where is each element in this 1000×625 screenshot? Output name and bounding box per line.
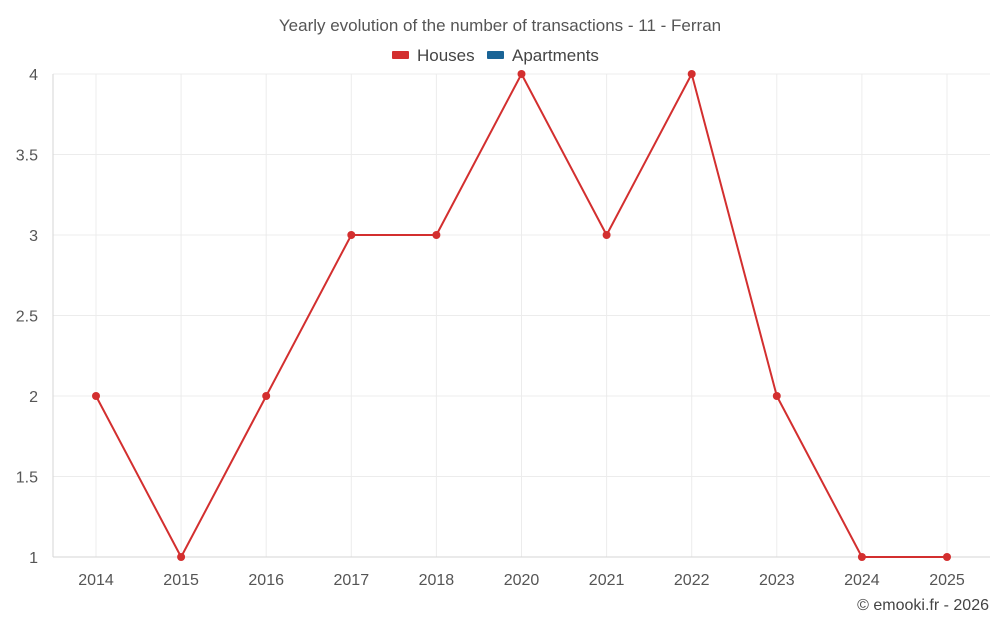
chart-title: Yearly evolution of the number of transa… [279,16,721,35]
y-tick-label: 3.5 [16,148,38,165]
x-tick-label: 2023 [759,572,795,589]
x-tick-label: 2025 [929,572,965,589]
data-point-houses[interactable] [943,553,951,561]
y-tick-label: 1 [29,550,38,567]
y-tick-label: 2 [29,389,38,406]
x-tick-label: 2014 [78,572,114,589]
y-tick-label: 1.5 [16,470,38,487]
data-point-houses[interactable] [687,70,696,78]
x-tick-label: 2020 [504,572,540,589]
data-point-houses[interactable] [347,231,356,239]
data-point-houses[interactable] [177,553,186,561]
data-point-houses[interactable] [857,553,866,561]
x-tick-label: 2024 [844,572,880,589]
y-tick-label: 3 [29,228,38,245]
data-point-houses[interactable] [432,231,441,239]
y-tick-label: 4 [29,67,38,84]
x-tick-label: 2022 [674,572,710,589]
data-point-houses[interactable] [92,392,100,400]
x-tick-label: 2017 [334,572,370,589]
legend: Houses Apartments [392,46,599,65]
legend-item-apartments[interactable]: Apartments [487,46,599,65]
x-tick-label: 2018 [419,572,455,589]
data-point-houses[interactable] [602,231,611,239]
legend-swatch-houses [392,51,409,59]
plot-area [92,70,951,561]
grid [53,73,990,558]
x-tick-label: 2021 [589,572,625,589]
x-tick-label: 2015 [163,572,199,589]
credit-text: © emooki.fr - 2026 [857,597,989,614]
data-point-houses[interactable] [517,70,526,78]
legend-swatch-apartments [487,51,504,59]
y-tick-label: 2.5 [16,309,38,326]
legend-item-houses[interactable]: Houses [392,46,475,65]
legend-label-houses: Houses [417,46,475,65]
x-tick-label: 2016 [248,572,284,589]
data-point-houses[interactable] [262,392,271,400]
legend-label-apartments: Apartments [512,46,599,65]
data-point-houses[interactable] [772,392,781,400]
axes: 1 1.5 2 2.5 3 3.5 4 2014 2015 2016 2017 2018 2020 202… [16,67,990,589]
